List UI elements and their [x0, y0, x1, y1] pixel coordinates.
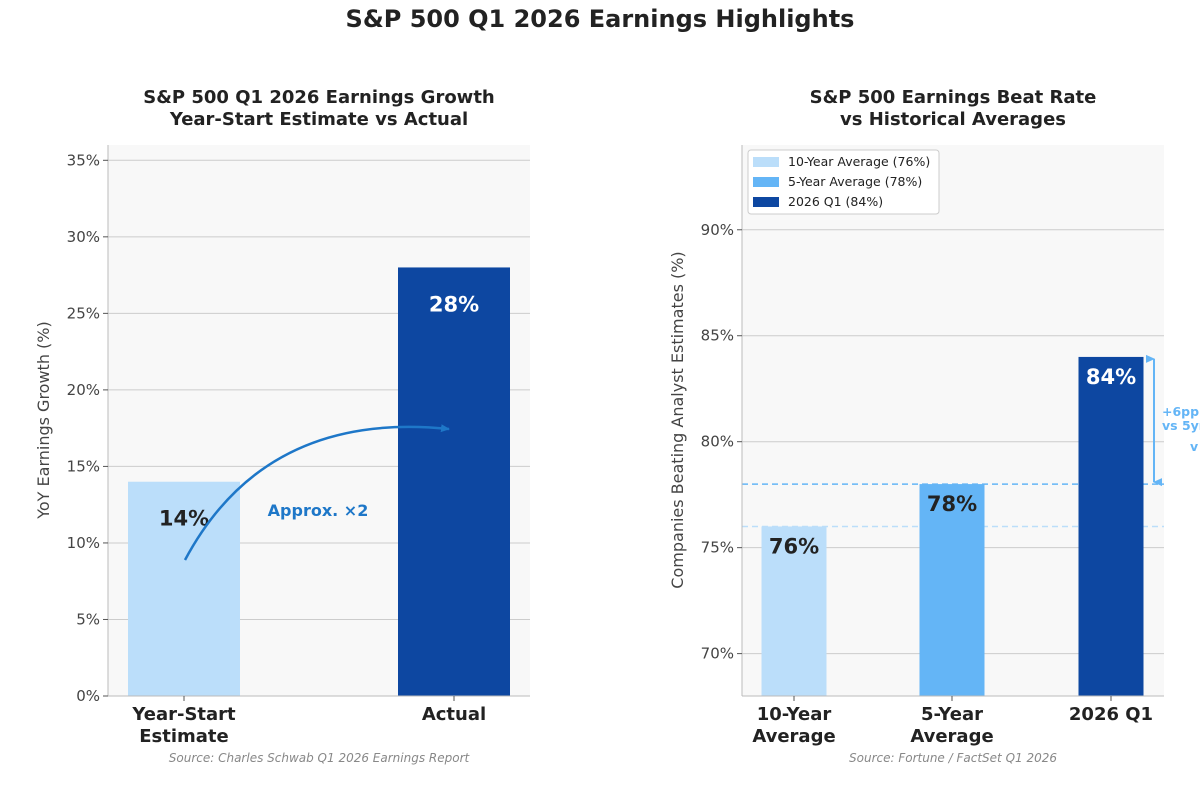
y-tick-label: 30%	[67, 228, 100, 246]
bar	[761, 526, 827, 696]
chart-title-line-1: S&P 500 Earnings Beat Rate	[810, 87, 1097, 108]
bar-value-label: 14%	[159, 507, 209, 531]
y-tick-label: 20%	[67, 381, 100, 399]
bar	[919, 484, 985, 696]
figure-title: S&P 500 Q1 2026 Earnings Highlights	[346, 5, 855, 33]
bar	[398, 267, 510, 696]
x-tick-label: 5-Year	[921, 704, 983, 725]
growth-arrow	[183, 424, 450, 561]
legend-box	[747, 149, 940, 215]
delta-annotation-line-2: vs 5yr	[1162, 418, 1200, 433]
bar-value-label: 28%	[429, 292, 479, 316]
y-tick-label: 0%	[76, 687, 100, 705]
y-tick-label: 75%	[701, 539, 734, 557]
y-axis-label: YoY Earnings Growth (%)	[34, 321, 53, 520]
y-tick-label: 5%	[76, 610, 100, 628]
y-axis-label: Companies Beating Analyst Estimates (%)	[668, 251, 687, 588]
growth-annotation: Approx. ×2	[268, 501, 369, 520]
chart-title-line-2: Year-Start Estimate vs Actual	[169, 109, 468, 130]
chart-title-line-1: S&P 500 Q1 2026 Earnings Growth	[143, 87, 494, 108]
source-note: Source: Charles Schwab Q1 2026 Earnings …	[169, 751, 471, 765]
y-tick-label: 80%	[701, 433, 734, 451]
x-tick-label: Average	[910, 726, 993, 747]
delta-annotation-line-3: v	[1190, 439, 1198, 454]
source-note: Source: Fortune / FactSet Q1 2026	[849, 751, 1057, 765]
x-tick-label: Average	[752, 726, 835, 747]
bar-value-label: 84%	[1086, 365, 1136, 389]
legend-label-2026q1: 2026 Q1 (84%)	[788, 194, 883, 209]
legend: 10-Year Average (76%) 5-Year Average (78…	[747, 149, 940, 215]
beat-rate-chart: S&P 500 Earnings Beat Rate vs Historical…	[668, 87, 1200, 765]
y-tick-label: 85%	[701, 327, 734, 345]
legend-swatch-5yr	[753, 177, 779, 187]
bar-value-label: 76%	[769, 534, 819, 558]
legend-label-10yr: 10-Year Average (76%)	[788, 154, 930, 169]
x-tick-label: Estimate	[139, 726, 229, 747]
x-tick-label: 2026 Q1	[1069, 704, 1153, 725]
legend-label-5yr: 5-Year Average (78%)	[788, 174, 922, 189]
bar	[1078, 356, 1144, 696]
y-tick-label: 90%	[701, 221, 734, 239]
y-tick-label: 35%	[67, 151, 100, 169]
legend-swatch-10yr	[753, 157, 779, 167]
y-tick-label: 25%	[67, 304, 100, 322]
earnings-growth-chart: S&P 500 Q1 2026 Earnings Growth Year-Sta…	[34, 87, 530, 765]
chart-title-line-2: vs Historical Averages	[840, 109, 1066, 130]
bar-value-label: 78%	[927, 492, 977, 516]
legend-swatch-2026q1	[753, 197, 779, 207]
x-tick-label: Actual	[422, 704, 486, 725]
y-tick-label: 15%	[67, 457, 100, 475]
x-tick-label: Year-Start	[131, 704, 236, 725]
bar	[128, 481, 240, 696]
x-tick-label: 10-Year	[757, 704, 832, 725]
y-tick-label: 10%	[67, 534, 100, 552]
y-tick-label: 70%	[701, 645, 734, 663]
delta-annotation-line-1: +6pp	[1162, 404, 1199, 419]
